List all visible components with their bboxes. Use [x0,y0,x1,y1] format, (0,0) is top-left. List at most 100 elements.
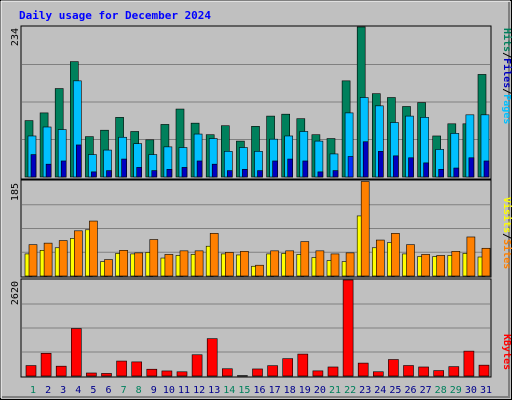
bar-kbytes [191,354,203,377]
bar-pages [227,170,233,178]
bar-pages [362,141,369,178]
x-tick-label: 16 [253,385,265,396]
bar-kbytes [418,366,429,377]
x-tick-label: 28 [435,385,447,396]
bar-visits [119,250,128,277]
legend-visits: Visits [501,197,512,233]
bar-visits [149,239,159,277]
x-tick-label: 20 [314,385,326,396]
bar-kbytes [252,368,263,377]
bar-pages [76,144,82,178]
x-tick-label: 31 [480,385,492,396]
x-tick-label: 3 [60,385,66,396]
bar-kbytes [131,361,142,377]
x-tick-label: 30 [465,385,477,396]
bar-kbytes [161,370,173,377]
bar-pages [151,170,158,178]
bar-kbytes [176,371,188,377]
bar-kbytes [448,366,460,377]
bar-visits [58,240,68,277]
bar-kbytes [372,371,384,377]
x-tick-label: 25 [389,385,401,396]
x-tick-labels: 1 2 3 4 5 6 7 8 9 10 11 12 13 14 15 16 17 18 19 20 21 22 23 24 2… [30,385,492,396]
bar-visits [481,247,491,277]
bar-visits [74,230,83,277]
bar-pages [393,155,399,178]
x-tick-label: 21 [329,385,341,396]
bar-pages [347,156,354,178]
bar-visits [391,233,400,277]
x-tick-label: 2 [45,385,51,396]
bar-visits [285,250,295,277]
bar-pages [181,167,188,178]
bar-pages [272,160,278,178]
bar-visits [436,255,446,277]
bar-pages [121,158,127,178]
x-tick-label: 10 [163,385,175,396]
bar-pages [91,171,97,178]
bar-kbytes [357,362,369,377]
x-tick-label: 18 [284,385,296,396]
x-tick-label: 4 [75,385,81,396]
bar-visits [375,239,385,277]
y-max-label-bottom: 2620 [10,281,21,305]
bar-pages [211,163,218,178]
bar-kbytes [71,328,82,377]
x-tick-label: 17 [269,385,281,396]
legend-files: Files [501,58,512,88]
bar-kbytes [403,365,414,377]
bar-pages [166,169,173,178]
bar-visits [330,253,340,277]
x-tick-label: 24 [374,385,386,396]
bars-layer [24,26,491,377]
bar-kbytes [463,350,475,377]
bar-pages [317,171,324,178]
bar-visits [225,252,234,277]
bar-pages [438,169,445,178]
legend-bottom: KBytes [501,334,512,370]
bar-visits [179,250,189,277]
x-tick-label: 26 [404,385,416,396]
x-tick-label: 6 [105,385,111,396]
bar-kbytes [146,368,158,377]
bar-visits [164,254,174,277]
bar-visits [270,250,279,277]
legend-sep-2: / [501,88,512,94]
bar-pages [332,170,339,178]
bar-pages [287,158,294,178]
bar-pages [377,151,384,178]
x-tick-label: 5 [90,385,96,396]
bar-kbytes [478,364,490,377]
bar-kbytes [327,366,339,377]
x-tick-label: 9 [151,385,157,396]
bar-pages [106,170,112,178]
bar-pages [196,160,203,178]
legend-hits: Hits [501,28,512,52]
bar-pages [242,169,248,178]
legend-sep-1: / [501,52,512,58]
bar-kbytes [297,353,309,377]
bar-kbytes [282,358,294,377]
x-tick-label: 15 [238,385,250,396]
x-tick-label: 8 [136,385,142,396]
x-tick-label: 23 [359,385,371,396]
bar-pages [45,163,52,178]
bar-kbytes [342,279,354,377]
bar-pages [483,160,490,178]
bar-visits [89,220,98,277]
x-tick-label: 19 [299,385,311,396]
bar-kbytes [433,370,445,377]
bar-kbytes [40,352,52,377]
bar-visits [255,264,264,277]
x-tick-label: 14 [223,385,235,396]
bar-kbytes [388,359,399,377]
bar-visits [466,236,476,277]
bar-visits [421,254,430,277]
chart-title: Daily usage for December 2024 [19,9,211,22]
bar-kbytes [267,365,278,377]
y-max-label-middle: 185 [10,183,21,201]
bar-kbytes [222,368,233,377]
legend-top: Hits/Files/Pages [501,28,512,124]
y-max-label-top: 234 [10,28,21,46]
